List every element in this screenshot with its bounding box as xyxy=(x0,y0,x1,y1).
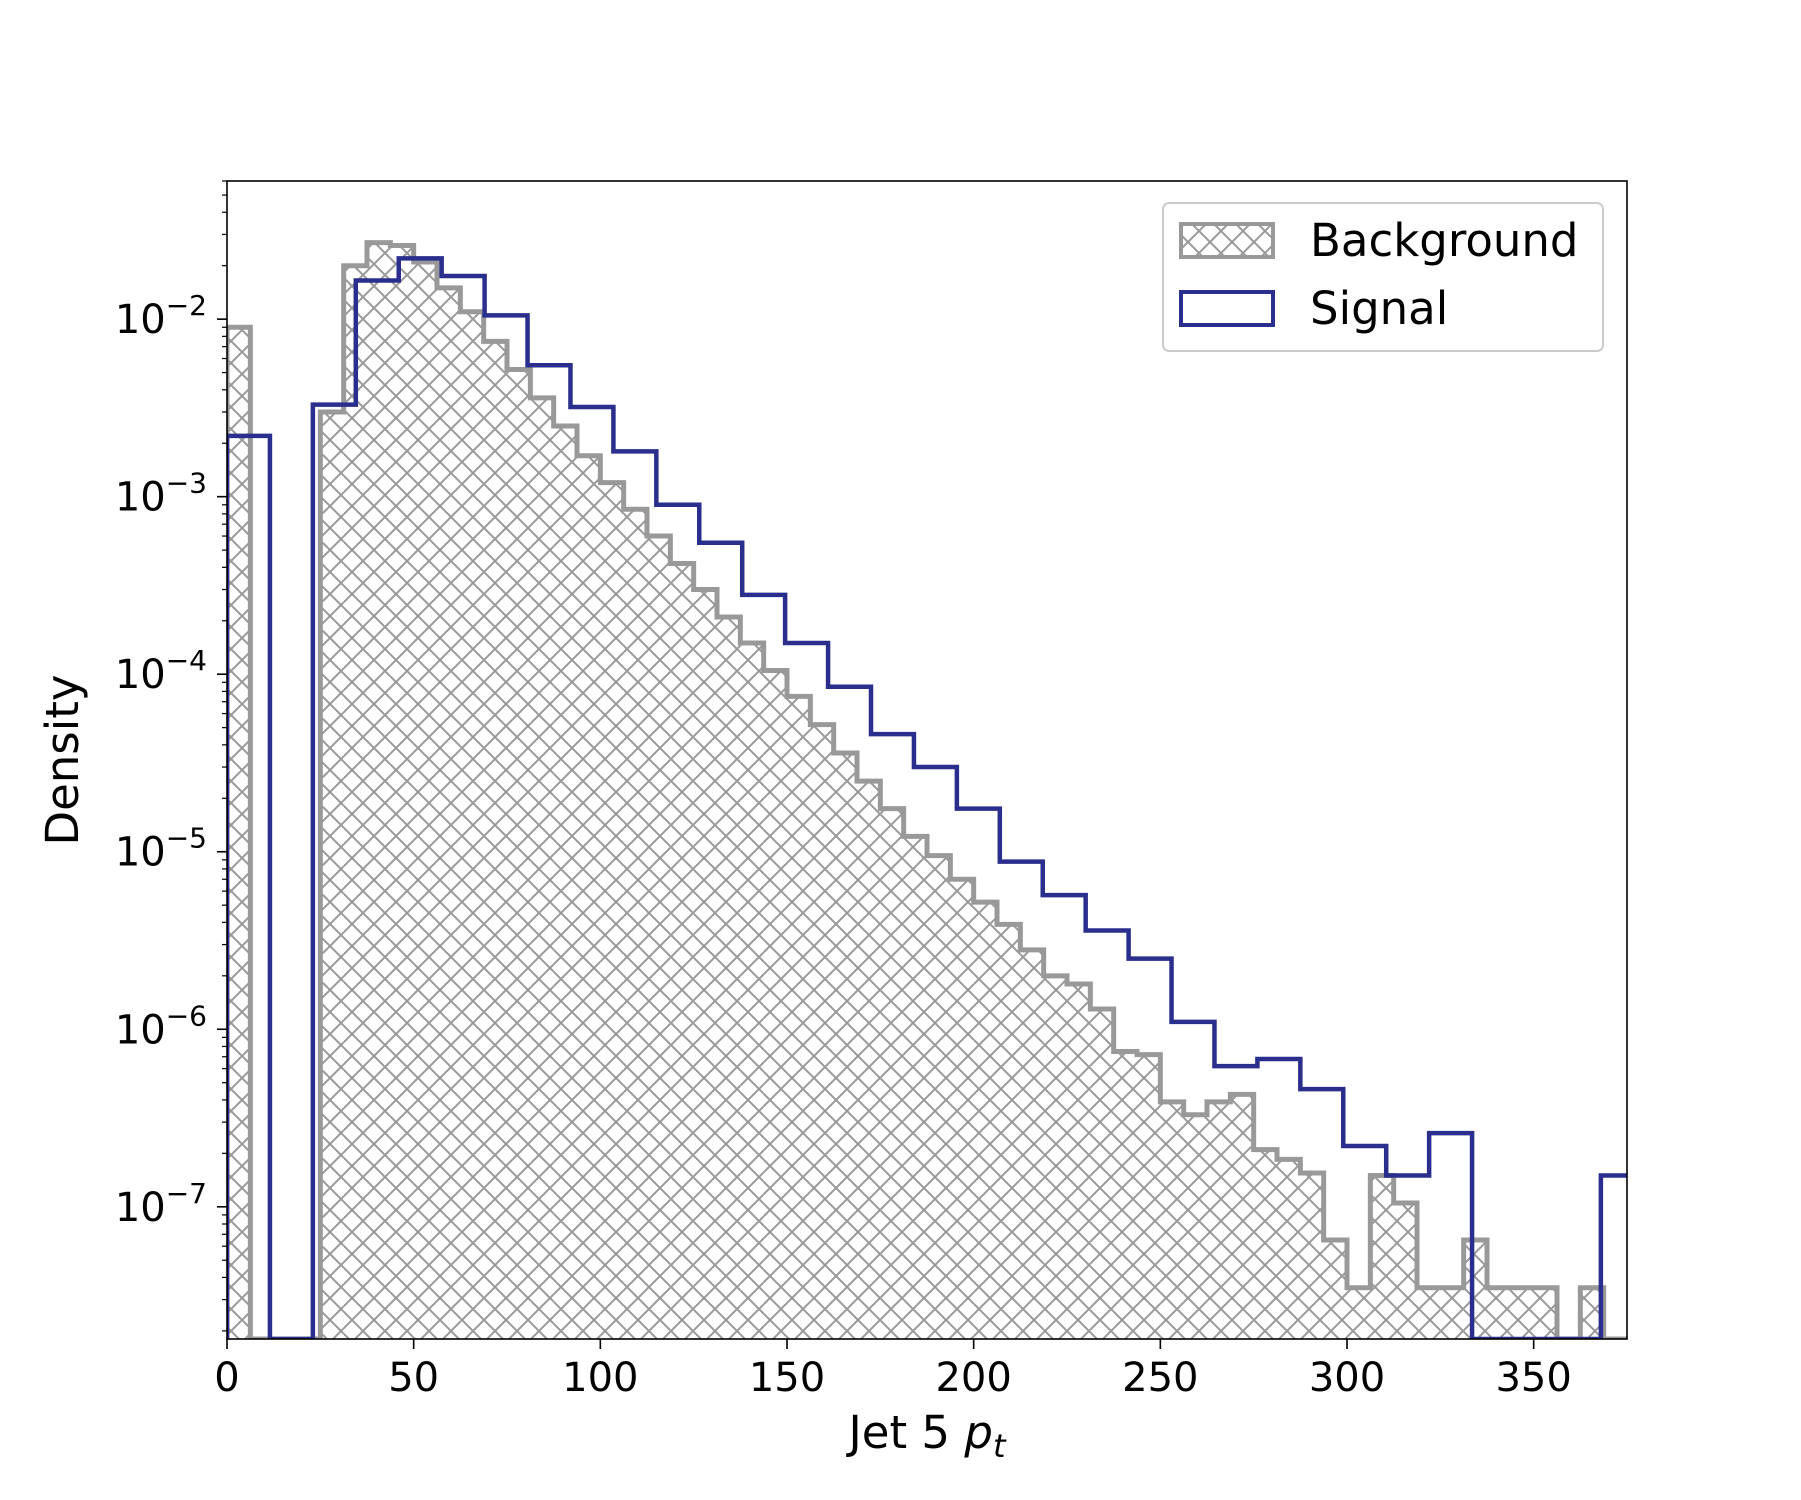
background-bar xyxy=(553,426,577,1339)
background-bar xyxy=(1090,1009,1114,1339)
background-bar xyxy=(320,411,344,1339)
background-bar xyxy=(1323,1240,1347,1339)
signal-step-outline xyxy=(227,256,1627,1339)
x-tick-label: 0 xyxy=(214,1355,239,1401)
background-bar xyxy=(1277,1159,1301,1339)
background-bar xyxy=(670,563,694,1339)
y-tick-label: 10−4 xyxy=(115,644,207,698)
x-tick-label: 150 xyxy=(749,1355,825,1401)
background-bar xyxy=(1440,1287,1464,1339)
background-bar xyxy=(927,855,951,1339)
background-bar xyxy=(460,311,484,1339)
background-bar xyxy=(1020,949,1044,1339)
background-bar xyxy=(530,397,554,1339)
background-bar xyxy=(1253,1149,1277,1339)
background-bar xyxy=(1580,1287,1604,1339)
background-bar xyxy=(1347,1287,1371,1339)
background-bar xyxy=(413,261,437,1339)
background-bar xyxy=(880,808,904,1339)
background-bar xyxy=(810,724,834,1339)
background-bar xyxy=(1137,1054,1161,1339)
background-bar xyxy=(390,245,414,1339)
x-tick-label: 100 xyxy=(562,1355,638,1401)
background-bar xyxy=(1487,1287,1511,1339)
background-bar xyxy=(997,924,1021,1339)
background-bar xyxy=(740,642,764,1339)
background-bar xyxy=(1300,1172,1324,1339)
background-bar xyxy=(623,509,647,1339)
background-bar xyxy=(1207,1101,1231,1339)
background-bar xyxy=(903,836,927,1339)
background-bar xyxy=(833,752,857,1339)
background-bar xyxy=(1417,1287,1441,1339)
x-tick-label: 50 xyxy=(388,1355,439,1401)
background-bar xyxy=(1463,1240,1487,1339)
y-tick-label: 10−2 xyxy=(115,289,207,343)
background-bar xyxy=(1230,1094,1254,1339)
background-step-outline xyxy=(227,240,1627,1339)
background-bar xyxy=(1067,983,1091,1339)
background-bar xyxy=(483,341,507,1339)
background-bar xyxy=(857,781,881,1339)
legend-swatch-background xyxy=(1179,222,1275,259)
x-tick-label: 250 xyxy=(1122,1355,1198,1401)
background-bar xyxy=(1370,1175,1394,1339)
background-bar xyxy=(1393,1203,1417,1339)
x-tick-label: 300 xyxy=(1309,1355,1385,1401)
y-tick-label: 10−6 xyxy=(115,999,207,1053)
y-tick-label: 10−7 xyxy=(115,1177,207,1231)
background-bar xyxy=(1183,1114,1207,1339)
x-axis-title: Jet 5 pt xyxy=(846,1406,1007,1465)
legend-label-signal: Signal xyxy=(1310,282,1448,335)
legend: Background Signal xyxy=(1162,202,1604,352)
y-tick-label: 10−5 xyxy=(115,822,207,876)
background-bar xyxy=(577,455,601,1339)
plot-area xyxy=(227,240,1627,1339)
background-bar xyxy=(343,265,367,1339)
background-bar xyxy=(763,670,787,1339)
background-bar xyxy=(1043,975,1067,1339)
background-bar xyxy=(787,696,811,1339)
background-bar xyxy=(950,879,974,1339)
background-bar xyxy=(227,327,251,1339)
plot-frame xyxy=(226,180,1628,1340)
x-tick-label: 200 xyxy=(935,1355,1011,1401)
y-tick-label: 10−3 xyxy=(115,467,207,521)
background-bar xyxy=(693,589,717,1339)
background-bar xyxy=(1510,1287,1534,1339)
x-tick-label: 350 xyxy=(1495,1355,1571,1401)
background-bar xyxy=(437,287,461,1339)
background-bar xyxy=(507,369,531,1339)
background-bar xyxy=(1533,1287,1557,1339)
background-bar xyxy=(973,902,997,1339)
background-bar xyxy=(1160,1101,1184,1339)
legend-label-background: Background xyxy=(1310,214,1578,267)
legend-swatch-signal xyxy=(1179,290,1275,327)
axes: 0 50 100 150 200 250 300 350 10−2 10−3 10−4 10−5 10−… xyxy=(115,180,1572,1401)
background-bar xyxy=(717,616,741,1339)
background-bar xyxy=(600,482,624,1339)
background-bar xyxy=(647,536,671,1339)
background-bar xyxy=(1113,1051,1137,1339)
background-bar xyxy=(367,242,391,1339)
y-axis-title: Density xyxy=(36,674,89,845)
